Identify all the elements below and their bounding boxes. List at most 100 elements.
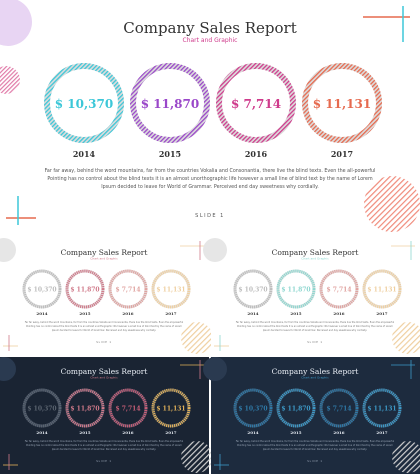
thumbnail-ring-2015: $ 11,870 2015 [276, 388, 316, 435]
ring-2015: $ 11,870 2015 [130, 63, 210, 159]
thumbnail-year: 2017 [376, 311, 387, 316]
thumbnail-footer: SLIDE 1 [307, 340, 323, 344]
thumbnail-ring-2016: $ 7,714 2016 [319, 388, 359, 435]
decor-hatch-circle [181, 322, 213, 354]
thumbnail-paragraph-line: Pointing has no control about the blind … [237, 325, 394, 328]
thumbnail-year: 2017 [165, 311, 176, 316]
thumbnail-value: $ 11,870 [281, 287, 310, 294]
thumbnail-ring-2014: $ 10,370 2014 [233, 269, 273, 316]
value-2017: $ 11,131 [313, 97, 371, 111]
page-subtitle: Chart and Graphic [183, 37, 238, 44]
thumbnail-value: $ 11,131 [367, 287, 396, 294]
thumbnail-year: 2014 [247, 311, 258, 316]
thumbnail-value: $ 10,370 [238, 406, 267, 413]
thumbnail-title: Company Sales Report [61, 367, 148, 376]
thumbnail-paragraph-line: Ipsum decided to leave for World of Gram… [52, 329, 156, 332]
thumbnail-paragraph-line: Ipsum decided to leave for World of Gram… [263, 448, 367, 451]
body-paragraph-line-3: Ipsum decided to leave for World of Gram… [101, 184, 319, 190]
thumbnail-ring-2017: $ 11,131 2017 [151, 269, 191, 316]
thumbnail-paragraph-line: Far far away, behind the word mountains,… [236, 440, 395, 443]
thumbnail-value: $ 10,370 [238, 287, 267, 294]
thumbnail-value: $ 11,870 [281, 406, 310, 413]
thumbnail-value: $ 7,714 [115, 406, 140, 413]
thumbnail-paragraph-line: Far far away, behind the word mountains,… [25, 440, 184, 443]
thumbnail-paragraph-line: Pointing has no control about the blind … [26, 325, 183, 328]
thumbnail-subtitle: Chart and Graphic [301, 257, 329, 261]
thumbnail-ring-2014: $ 10,370 2014 [233, 388, 273, 435]
thumbnail-value: $ 11,870 [70, 406, 99, 413]
thumbnail-title: Company Sales Report [272, 248, 359, 257]
thumbnail-ring-2017: $ 11,131 2017 [362, 269, 402, 316]
thumbnail-year: 2014 [36, 430, 47, 435]
thumbnail-year: 2016 [333, 311, 344, 316]
thumbnail-subtitle: Chart and Graphic [90, 257, 118, 261]
thumbnail-year: 2015 [79, 311, 90, 316]
thumbnail-value: $ 11,131 [156, 406, 185, 413]
thumbnail-value: $ 10,370 [27, 287, 56, 294]
thumbnail-paragraph-line: Ipsum decided to leave for World of Gram… [52, 448, 156, 451]
decor-hatch-circle [392, 322, 420, 354]
thumbnail-year: 2015 [79, 430, 90, 435]
thumbnail-background [211, 238, 420, 355]
thumbnail-subtitle: Chart and Graphic [90, 376, 118, 380]
thumbnail-ring-2015: $ 11,870 2015 [65, 388, 105, 435]
body-paragraph-line-1: Far far away, behind the word mountains,… [45, 168, 376, 174]
thumbnail-ring-2014: $ 10,370 2014 [22, 269, 62, 316]
main-slide: Company Sales Report Chart and Graphic $… [0, 0, 420, 236]
thumbnail-paragraph-line: Pointing has no control about the blind … [26, 444, 183, 447]
thumbnail-year: 2017 [165, 430, 176, 435]
thumbnail-year: 2017 [376, 430, 387, 435]
thumbnail-value: $ 7,714 [115, 287, 140, 294]
thumbnail-ring-2014: $ 10,370 2014 [22, 388, 62, 435]
thumbnail-paragraph-line: Ipsum decided to leave for World of Gram… [263, 329, 367, 332]
thumbnail-year: 2014 [36, 311, 47, 316]
thumbnail-year: 2015 [290, 311, 301, 316]
thumbnail-title: Company Sales Report [272, 367, 359, 376]
decor-circle-topleft [0, 0, 32, 46]
thumbnail-ring-2017: $ 11,131 2017 [362, 388, 402, 435]
value-2015: $ 11,870 [141, 97, 199, 111]
thumbnail-year: 2016 [122, 311, 133, 316]
decor-circle [0, 357, 16, 381]
thumbnail-value: $ 10,370 [27, 406, 56, 413]
thumbnail-value: $ 11,870 [70, 287, 99, 294]
thumbnail-year: 2014 [247, 430, 258, 435]
thumbnail-background [0, 238, 209, 355]
thumbnail-year: 2016 [333, 430, 344, 435]
thumbnail-paragraph-line: Far far away, behind the word mountains,… [25, 321, 184, 324]
thumbnail-paragraph-line: Far far away, behind the word mountains,… [236, 321, 395, 324]
thumbnail-value: $ 7,714 [326, 406, 351, 413]
year-2015: 2015 [159, 149, 181, 159]
thumbnail-value: $ 11,131 [156, 287, 185, 294]
thumbnail-title: Company Sales Report [61, 248, 148, 257]
ring-2014: $ 10,370 2014 [44, 63, 124, 159]
thumbnail-value: $ 11,131 [367, 406, 396, 413]
thumbnail-ring-2016: $ 7,714 2016 [108, 269, 148, 316]
value-2016: $ 7,714 [231, 97, 281, 111]
thumbnail-background [211, 357, 420, 474]
decor-circle [0, 238, 16, 262]
thumbnail-subtitle: Chart and Graphic [301, 376, 329, 380]
thumbnail-background [0, 357, 209, 474]
thumbnail-ring-2015: $ 11,870 2015 [276, 269, 316, 316]
year-2014: 2014 [73, 149, 96, 159]
year-2016: 2016 [245, 149, 268, 159]
thumbnail-ring-2016: $ 7,714 2016 [319, 269, 359, 316]
thumbnail-ring-2017: $ 11,131 2017 [151, 388, 191, 435]
ring-2016: $ 7,714 2016 [216, 63, 296, 159]
year-2017: 2017 [331, 149, 353, 159]
body-paragraph-line-2: Pointing has no control about the blind … [47, 176, 373, 182]
decor-hatch-circle-left [0, 66, 20, 94]
decor-hatch-circle-bottomright [364, 176, 420, 232]
decor-circle [203, 238, 227, 262]
slide-footer: SLIDE 1 [195, 213, 225, 219]
thumbnail-year: 2016 [122, 430, 133, 435]
ring-2017: $ 11,131 2017 [302, 63, 382, 159]
thumbnail-footer: SLIDE 1 [96, 459, 112, 463]
